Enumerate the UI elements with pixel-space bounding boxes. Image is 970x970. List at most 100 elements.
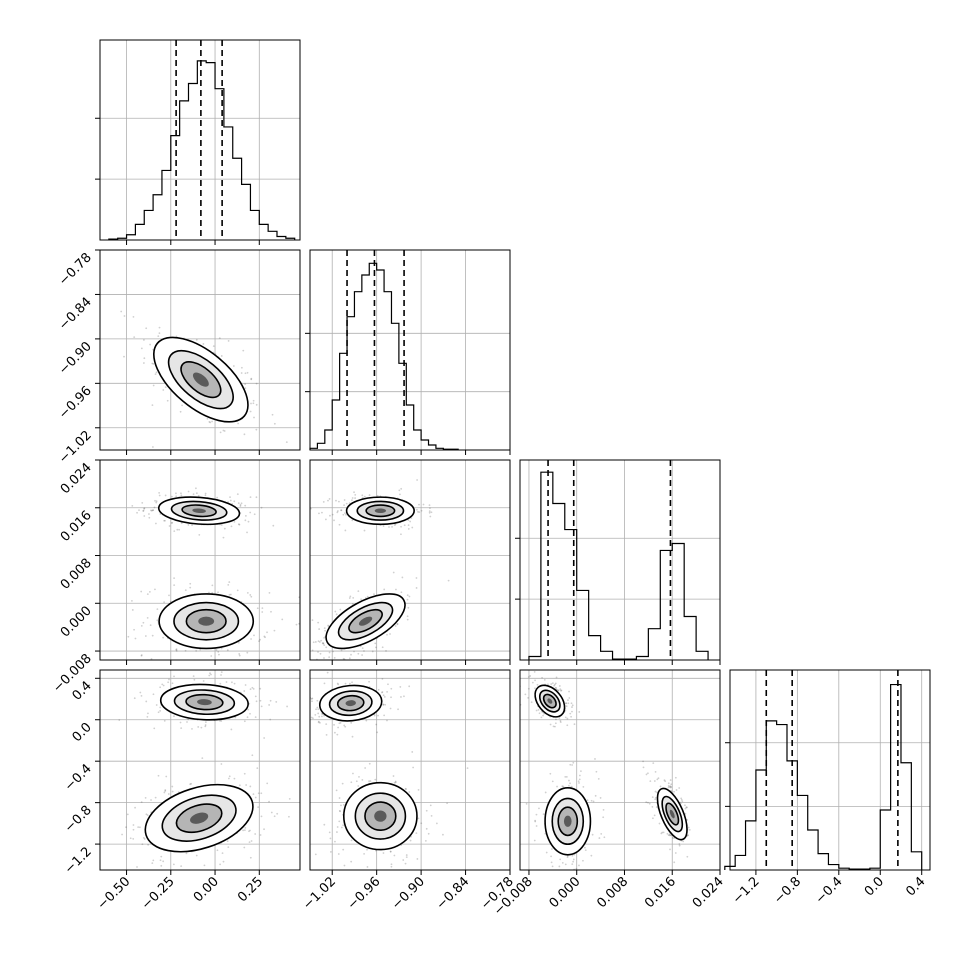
scatter-panel-1-2-contour-2 — [365, 504, 396, 518]
scatter-panel-2-3-contour-2 — [557, 806, 579, 837]
hist-panel-1-frame — [309, 249, 511, 451]
scatter-panel-0-2-frame — [99, 459, 301, 661]
hist-panel-1-histogram-step — [309, 262, 459, 450]
scatter-panel-0-3-contour-0 — [159, 683, 249, 721]
x-tick-label-p0-2: 0.00 — [191, 874, 222, 905]
scatter-panel-1-2-density-core — [358, 616, 373, 626]
scatter-panel-1-3-contour-0 — [318, 684, 383, 722]
scatter-panel-0-3-density-core — [197, 699, 212, 706]
scatter-panel-0-2-density-core — [192, 508, 206, 514]
scatter-panel-2-3-density-core — [669, 809, 675, 819]
scatter-panel-1-3-contour-2 — [364, 801, 397, 832]
scatter-panel-0-1-contour-1 — [167, 349, 234, 410]
y-tick-label-p3-2: −0.4 — [62, 761, 95, 794]
scatter-panel-0-1-contour-2 — [180, 361, 222, 399]
scatter-panel-1-2-contour-0 — [345, 496, 415, 526]
y-tick-label-p1-2: −0.90 — [56, 339, 95, 378]
y-tick-label-p2-4: 0.024 — [58, 460, 95, 497]
scatter-panel-0-2-contour-2 — [185, 608, 227, 634]
y-tick-label-p3-3: 0.0 — [70, 720, 95, 745]
hist-panel-2-frame — [519, 459, 721, 661]
scatter-panel-2-3-density-core — [547, 698, 553, 704]
scatter-panel-0-2-contour-0 — [157, 496, 241, 526]
hist-panel-0-histogram-step — [108, 60, 296, 240]
scatter-panel-2-3-contour-2 — [665, 802, 680, 826]
y-tick-label-p2-2: 0.008 — [58, 556, 95, 593]
scatter-panel-0-3: −0.50 −0.25 0.00 0.25−1.2−0.8−0.40.00.4 — [62, 669, 301, 913]
hist-panel-0-frame — [99, 39, 301, 241]
x-tick-label-p2-4: 0.024 — [690, 874, 727, 911]
scatter-panel-0-2-contour-1 — [170, 500, 228, 521]
x-tick-label-p0-0: −0.50 — [95, 874, 134, 913]
scatter-panel-2-3-frame — [519, 669, 721, 871]
x-tick-label-p3-0: −1.2 — [730, 874, 763, 907]
scatter-panel-0-2-contour-1 — [173, 601, 240, 641]
x-tick-label-p1-3: −0.84 — [434, 874, 473, 913]
y-tick-label-p1-1: −0.96 — [56, 384, 95, 423]
scatter-panel-1-3-contour-2 — [336, 694, 365, 712]
y-tick-label-p3-0: −1.2 — [62, 844, 95, 877]
scatter-panel-0-3-frame — [99, 669, 301, 871]
y-tick-label-p2-1: 0.000 — [58, 604, 95, 641]
scatter-panel-1-2 — [309, 459, 511, 665]
hist-panel-1 — [305, 249, 511, 455]
scatter-panel-1-3-contour-0 — [342, 781, 418, 851]
x-tick-label-p3-2: −0.4 — [813, 874, 846, 907]
scatter-panel-0-3-contour-1 — [173, 689, 236, 716]
y-tick-label-p2-3: 0.016 — [58, 508, 95, 545]
scatter-panel-0-2-contour-2 — [181, 504, 217, 518]
y-tick-label-p1-0: −1.02 — [56, 428, 95, 467]
scatter-panel-0-3-contour-1 — [161, 794, 237, 842]
scatter-panel-2-3-contour-1 — [661, 795, 684, 833]
scatter-panel-0-3-density-core — [190, 812, 209, 824]
scatter-panel-0-3-contour-2 — [175, 803, 223, 834]
hist-panel-0 — [95, 39, 301, 245]
y-tick-label-p3-1: −0.8 — [62, 803, 95, 836]
x-tick-label-p3-1: −0.8 — [771, 874, 804, 907]
x-tick-label-p1-1: −0.96 — [345, 874, 384, 913]
scatter-panel-1-3: −1.02 −0.96 −0.90 −0.84 −0.78 — [300, 669, 517, 913]
x-tick-label-p3-4: 0.4 — [903, 874, 928, 899]
x-tick-label-p2-2: 0.008 — [594, 874, 631, 911]
scatter-panel-2-3: −0.008 0.000 0.008 0.016 0.024 — [491, 669, 727, 919]
scatter-panel-0-1-density-core — [192, 372, 209, 387]
scatter-panel-2-3-contour-0 — [656, 787, 688, 841]
hist-panel-2-histogram-step — [528, 471, 709, 660]
scatter-panel-2-3-density-core — [563, 815, 572, 827]
scatter-panel-1-2-density-core — [374, 508, 387, 514]
hist-panel-3: −1.2 −0.8 −0.4 0.0 0.4 — [724, 669, 931, 907]
scatter-panel-2-3-contour-2 — [542, 693, 557, 709]
x-tick-label-p2-1: 0.000 — [547, 874, 584, 911]
x-tick-label-p1-2: −0.90 — [389, 874, 428, 913]
x-tick-label-p3-3: 0.0 — [862, 874, 887, 899]
scatter-panel-0-2-contour-0 — [158, 593, 255, 650]
scatter-panel-0-3-contour-0 — [144, 783, 254, 853]
scatter-panel-0-1-frame — [99, 249, 301, 451]
x-tick-label-p1-0: −1.02 — [300, 874, 339, 913]
scatter-panel-0-1-contour-0 — [153, 336, 249, 423]
scatter-panel-1-2-contour-2 — [348, 608, 383, 634]
y-tick-label-p1-4: −0.78 — [56, 250, 95, 289]
scatter-panel-1-3-frame — [309, 669, 511, 871]
x-tick-label-p0-1: −0.25 — [139, 874, 178, 913]
scatter-panel-1-3-contour-1 — [328, 690, 373, 717]
scatter-panel-1-2-contour-0 — [325, 593, 406, 650]
scatter-panel-1-3-contour-1 — [354, 792, 407, 840]
scatter-panel-1-2-contour-1 — [337, 601, 394, 641]
scatter-panel-1-2-frame — [309, 459, 511, 661]
scatter-panel-2-3-contour-1 — [551, 797, 585, 845]
scatter-panel-0-1: −1.02 −0.96 −0.90 −0.84 −0.78 — [56, 249, 301, 467]
scatter-panel-2-3-contour-0 — [534, 684, 566, 718]
x-tick-label-p2-3: 0.016 — [642, 874, 679, 911]
hist-panel-3-frame — [729, 669, 931, 871]
hist-panel-3-histogram-step — [724, 683, 923, 870]
scatter-panel-1-3-density-core — [345, 700, 356, 707]
scatter-panel-1-3-density-core — [374, 810, 387, 822]
scatter-panel-0-2-density-core — [198, 616, 215, 626]
y-tick-label-p1-3: −0.84 — [56, 295, 95, 334]
x-tick-label-p0-3: 0.25 — [235, 874, 266, 905]
scatter-panel-2-3-contour-0 — [544, 787, 592, 856]
scatter-panel-0-3-contour-2 — [185, 693, 224, 711]
